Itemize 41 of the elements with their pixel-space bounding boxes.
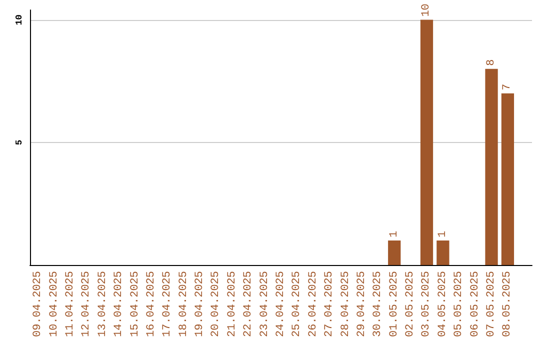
- x-tick-label: 16.04.2025: [145, 270, 158, 338]
- bar: [388, 240, 401, 265]
- x-tick-label: 10.04.2025: [48, 270, 60, 338]
- x-tick-label: 30.04.2025: [372, 270, 384, 338]
- data-label: 8: [486, 59, 498, 66]
- x-tick-label: 24.04.2025: [275, 270, 287, 338]
- x-tick-label: 17.04.2025: [162, 270, 174, 338]
- x-tick-label: 02.05.2025: [404, 270, 417, 338]
- x-tick-label: 01.05.2025: [388, 270, 400, 338]
- x-tick-label: 13.04.2025: [96, 270, 109, 338]
- x-tick-label: 03.05.2025: [420, 270, 433, 338]
- x-tick-label: 25.04.2025: [291, 270, 304, 338]
- data-label: 10: [420, 4, 433, 17]
- x-tick-label: 22.04.2025: [242, 270, 255, 338]
- x-tick-label: 15.04.2025: [129, 270, 142, 338]
- x-tick-label: 14.04.2025: [113, 270, 126, 338]
- x-tick-label: 19.04.2025: [194, 270, 206, 338]
- x-tick-label: 08.05.2025: [502, 270, 514, 338]
- x-tick-label: 12.04.2025: [80, 270, 93, 338]
- x-tick-label: 21.04.2025: [226, 270, 238, 338]
- x-tick-label: 29.04.2025: [356, 270, 368, 338]
- bar: [485, 68, 498, 265]
- x-tick-label: 26.04.2025: [307, 270, 320, 338]
- x-tick-label: 11.04.2025: [64, 270, 76, 338]
- x-tick-label: 27.04.2025: [324, 270, 336, 338]
- x-tick-label: 05.05.2025: [453, 270, 466, 338]
- bar: [420, 20, 434, 265]
- x-tick-label: 28.04.2025: [340, 270, 352, 338]
- x-tick-label: 09.04.2025: [32, 270, 44, 338]
- x-tick-label: 07.05.2025: [486, 270, 498, 338]
- x-tick-label: 18.04.2025: [178, 270, 190, 338]
- data-label: 1: [388, 230, 400, 238]
- x-tick-label: 20.04.2025: [210, 270, 222, 338]
- x-tick-label: 23.04.2025: [258, 270, 271, 338]
- x-tick-label: 06.05.2025: [469, 270, 482, 338]
- y-tick-label: 5: [14, 140, 24, 146]
- data-label: 7: [502, 84, 514, 90]
- x-tick-label: 04.05.2025: [436, 270, 449, 338]
- bar: [436, 240, 450, 265]
- data-label: 1: [436, 230, 449, 238]
- bar: [501, 93, 514, 265]
